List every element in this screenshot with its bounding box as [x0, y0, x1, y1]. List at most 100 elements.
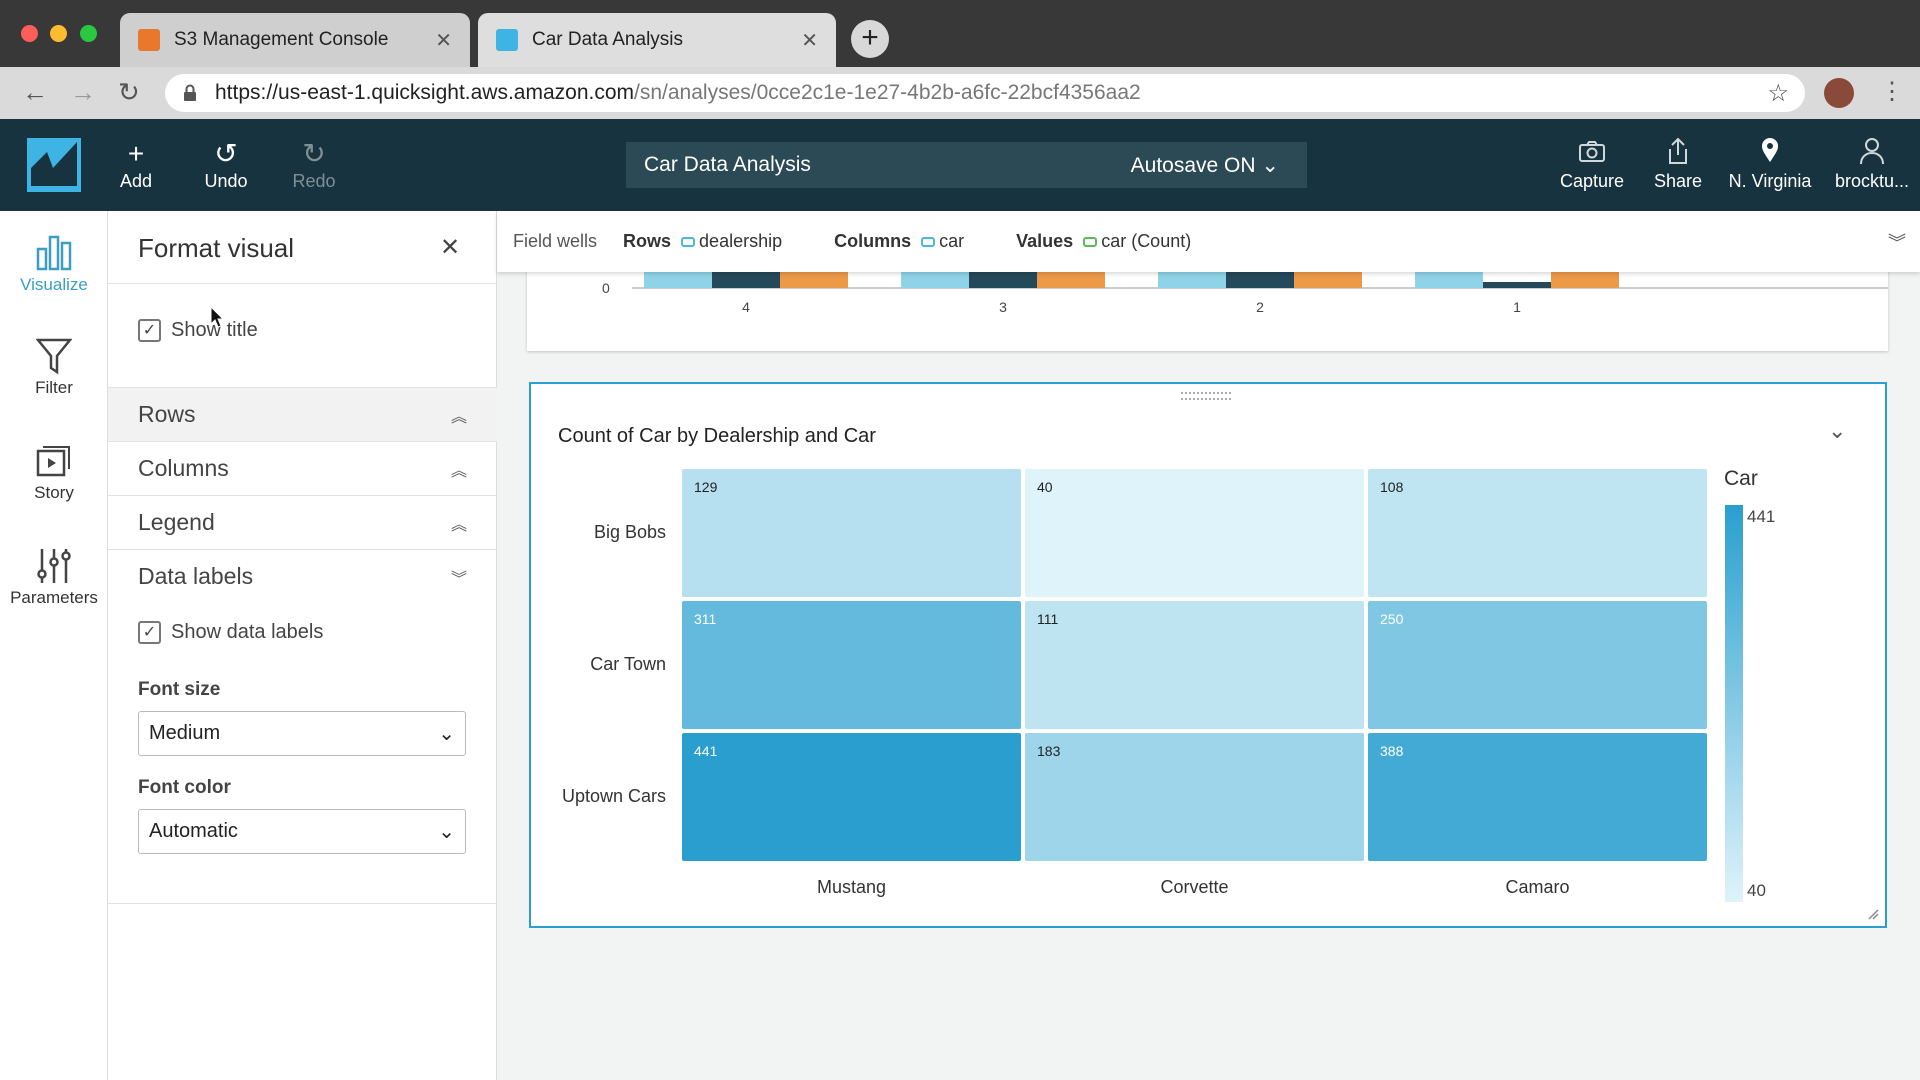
- bar-chart-visual[interactable]: 432100: [527, 262, 1920, 351]
- url-host: https://us-east-1.quicksight.aws.amazon.…: [215, 81, 635, 104]
- heatmap-cell[interactable]: 108: [1368, 469, 1707, 597]
- columns-well[interactable]: Columns car: [834, 231, 964, 252]
- visual-menu-chevron-icon[interactable]: ⌄: [1828, 418, 1847, 443]
- bar[interactable]: [1294, 272, 1362, 288]
- tab-car-data-analysis[interactable]: Car Data Analysis ✕: [478, 13, 836, 67]
- browser-menu-icon[interactable]: ⋮: [1880, 78, 1904, 105]
- expand-field-wells-icon[interactable]: ︾: [1888, 232, 1906, 253]
- capture-button[interactable]: Capture: [1552, 137, 1632, 192]
- analysis-title-field[interactable]: Car Data Analysis Autosave ON ⌄: [626, 142, 1307, 188]
- sliders-icon: [0, 546, 108, 588]
- drag-handle[interactable]: [1181, 392, 1231, 400]
- url-path: /sn/analyses/0cce2c1e-1e27-4b2b-a6fc-22b…: [634, 81, 1141, 104]
- rail-visualize[interactable]: Visualize: [0, 233, 108, 295]
- section-label: Legend: [138, 509, 215, 535]
- values-well[interactable]: Values car (Count): [1016, 231, 1191, 252]
- heatmap-cell[interactable]: 311: [682, 601, 1021, 729]
- values-field[interactable]: car (Count): [1101, 231, 1192, 251]
- show-data-labels-checkbox[interactable]: ✓ Show data labels: [138, 621, 323, 644]
- rows-well[interactable]: Rows dealership: [623, 231, 782, 252]
- resize-handle-icon[interactable]: [1867, 908, 1879, 920]
- bar[interactable]: [901, 272, 969, 288]
- maximize-window-button[interactable]: [80, 25, 97, 42]
- heatmap-cell[interactable]: 111: [1025, 601, 1364, 729]
- data-label: 183: [1037, 743, 1061, 759]
- camera-icon: [1552, 137, 1632, 171]
- quicksight-logo[interactable]: [27, 138, 81, 192]
- add-button[interactable]: + Add: [96, 137, 176, 192]
- minimize-window-button[interactable]: [50, 25, 67, 42]
- share-button[interactable]: Share: [1638, 137, 1718, 192]
- legend-color-scale: [1725, 505, 1743, 902]
- section-data-labels[interactable]: Data labels ︾: [108, 549, 497, 603]
- heatmap-cell[interactable]: 250: [1368, 601, 1707, 729]
- bar[interactable]: [644, 272, 712, 288]
- rail-filter[interactable]: Filter: [0, 336, 108, 398]
- heatmap-cell[interactable]: 388: [1368, 733, 1707, 861]
- left-rail: Visualize Filter Story Parameters: [0, 211, 108, 1080]
- checkbox-checked-icon: ✓: [138, 319, 161, 342]
- back-icon[interactable]: ←: [22, 77, 48, 107]
- section-rows[interactable]: Rows ︽: [108, 387, 497, 441]
- legend-max-label: 441: [1747, 507, 1776, 526]
- close-tab-icon[interactable]: ✕: [801, 29, 818, 52]
- close-tab-icon[interactable]: ✕: [435, 29, 452, 52]
- heatmap-cell[interactable]: 129: [682, 469, 1021, 597]
- section-legend[interactable]: Legend ︽: [108, 495, 497, 549]
- forward-icon[interactable]: →: [70, 77, 96, 107]
- autosave-dropdown[interactable]: Autosave ON ⌄: [1131, 153, 1279, 178]
- profile-avatar[interactable]: [1824, 78, 1854, 108]
- user-button[interactable]: brocktu...: [1826, 137, 1918, 192]
- section-columns[interactable]: Columns ︽: [108, 441, 497, 495]
- values-well-label: Values: [1016, 231, 1074, 251]
- x-tick-label: 4: [742, 299, 750, 315]
- font-color-select[interactable]: Automatic ⌄: [138, 809, 466, 854]
- bar[interactable]: [712, 272, 780, 288]
- font-size-value: Medium: [149, 722, 221, 744]
- new-tab-button[interactable]: +: [851, 20, 889, 58]
- columns-well-label: Columns: [834, 231, 912, 251]
- row-label: Big Bobs: [593, 522, 666, 542]
- undo-button[interactable]: ↺ Undo: [186, 137, 266, 192]
- heatmap-cell[interactable]: 40: [1025, 469, 1364, 597]
- section-label: Columns: [138, 455, 229, 481]
- field-wells-label: Field wells: [513, 231, 598, 251]
- bar[interactable]: [1551, 272, 1619, 288]
- visualize-label: Visualize: [20, 275, 88, 294]
- y-tick-left: 0: [602, 280, 610, 296]
- data-label: 129: [694, 479, 718, 495]
- region-button[interactable]: N. Virginia: [1722, 137, 1818, 192]
- data-label: 311: [694, 611, 717, 627]
- rail-story[interactable]: Story: [0, 441, 108, 503]
- url-input[interactable]: https://us-east-1.quicksight.aws.amazon.…: [165, 74, 1805, 112]
- bar[interactable]: [1415, 272, 1483, 288]
- column-label: Mustang: [816, 877, 887, 897]
- bar[interactable]: [1226, 272, 1294, 288]
- bar[interactable]: [780, 272, 848, 288]
- font-size-select[interactable]: Medium ⌄: [138, 711, 466, 756]
- heatmap-cell[interactable]: 183: [1025, 733, 1364, 861]
- close-panel-icon[interactable]: ✕: [440, 234, 461, 261]
- show-title-checkbox[interactable]: ✓ Show title: [138, 319, 258, 342]
- bar[interactable]: [1037, 272, 1105, 288]
- chevron-double-down-icon: ︾: [450, 570, 467, 588]
- close-window-button[interactable]: [21, 25, 38, 42]
- tab-s3-console[interactable]: S3 Management Console ✕: [120, 13, 470, 67]
- field-wells-bar[interactable]: Field wells Rows dealership Columns car Va…: [497, 211, 1920, 272]
- rail-parameters[interactable]: Parameters: [0, 546, 108, 608]
- bar[interactable]: [1483, 282, 1551, 288]
- heatmap-cell[interactable]: 441: [682, 733, 1021, 861]
- filter-label: Filter: [35, 378, 73, 397]
- heatmap-visual[interactable]: Count of Car by Dealership and Car ⌄ Big…: [529, 382, 1887, 928]
- reload-icon[interactable]: ↻: [118, 77, 140, 107]
- dimension-icon: [921, 236, 936, 247]
- add-label: Add: [119, 171, 153, 191]
- bar[interactable]: [969, 272, 1037, 288]
- rows-field[interactable]: dealership: [699, 231, 783, 251]
- bookmark-star-icon[interactable]: ☆: [1767, 80, 1789, 107]
- redo-button[interactable]: ↻ Redo: [274, 137, 354, 192]
- bar[interactable]: [1158, 272, 1226, 288]
- section-label: Rows: [138, 401, 196, 427]
- dimension-icon: [681, 236, 696, 247]
- columns-field[interactable]: car: [939, 231, 965, 251]
